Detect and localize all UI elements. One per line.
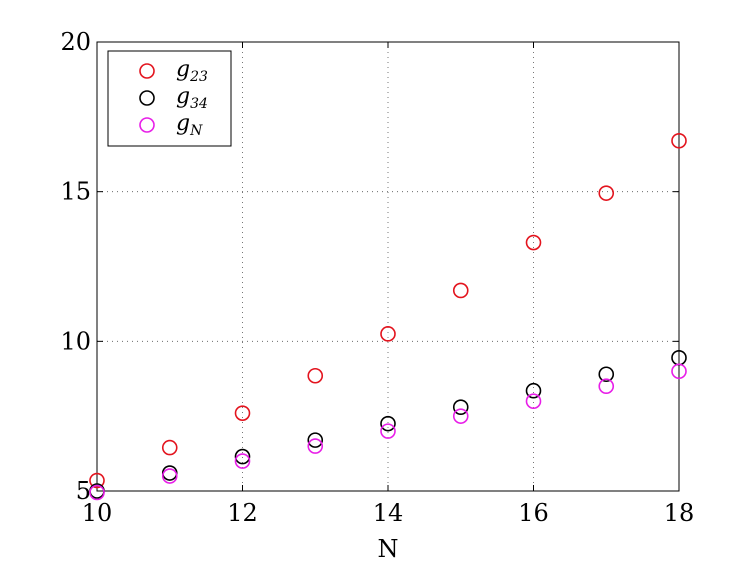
data-point (380, 415, 396, 432)
data-point (234, 453, 251, 469)
data-point (89, 472, 105, 489)
data-point (380, 326, 396, 342)
legend-label-subscript: N (189, 123, 203, 139)
data-point (525, 382, 542, 399)
x-tick-label: 12 (227, 499, 258, 527)
data-point (452, 399, 469, 415)
data-point (89, 484, 105, 501)
data-point (161, 465, 178, 481)
data-point (307, 438, 324, 454)
data-points (89, 132, 687, 501)
y-tick-label: 15 (60, 178, 91, 206)
data-point (525, 393, 542, 410)
data-point (598, 185, 615, 201)
data-point (452, 408, 469, 424)
data-point (307, 432, 324, 448)
legend-marker (139, 117, 155, 133)
series-gN (89, 363, 687, 501)
x-tick-label: 16 (518, 499, 549, 527)
data-point (525, 234, 542, 251)
legend-marker (139, 90, 155, 106)
x-axis-title: N (378, 535, 399, 562)
x-tick-label: 18 (664, 499, 695, 527)
data-point (307, 367, 324, 384)
y-tick-label: 10 (60, 327, 91, 355)
x-tick-label: 10 (82, 499, 113, 527)
data-point (452, 282, 469, 299)
data-point (161, 468, 178, 484)
axis-ticks (96, 41, 680, 492)
legend-label-subscript: 23 (189, 69, 208, 85)
data-point (598, 378, 615, 395)
x-tick-label: 14 (373, 499, 404, 527)
data-point (671, 132, 687, 149)
data-point (380, 423, 396, 439)
y-tick-label: 20 (60, 28, 91, 56)
y-tick-label: 5 (76, 477, 91, 505)
legend-box (107, 50, 232, 147)
data-point (234, 405, 251, 421)
data-point (161, 439, 178, 456)
data-point (234, 448, 251, 465)
series-g23 (89, 132, 687, 489)
legend-marker (139, 63, 155, 79)
data-point (598, 366, 615, 383)
data-point (671, 363, 687, 380)
legend-label-subscript: 34 (190, 96, 208, 112)
